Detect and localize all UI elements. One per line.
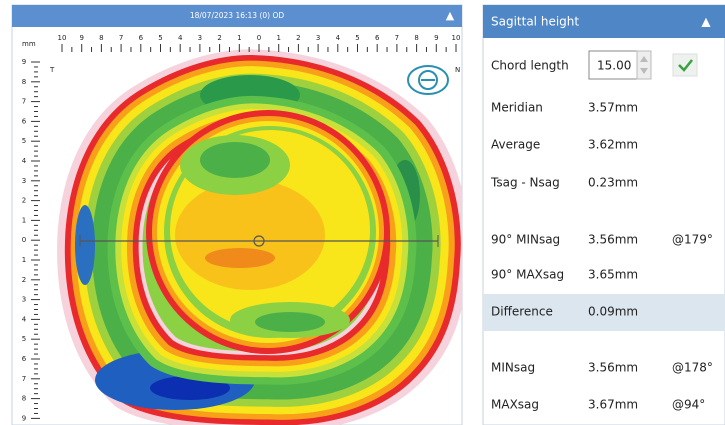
ruler-label: 4 [22,315,27,323]
row-label: Meridian [491,101,543,115]
ruler-label: 2 [296,34,300,42]
ruler-label: 5 [22,335,26,343]
ruler-label: 10 [58,34,67,42]
ruler-label: 2 [22,276,26,284]
row-value: 3.56mm [588,361,638,375]
ruler-label: 3 [22,177,26,185]
ruler-label: 7 [22,375,26,383]
ruler-label: 1 [237,34,241,42]
row-label: Average [491,138,540,152]
chord-value: 15.00 [597,59,631,73]
row-value: 3.56mm [588,233,638,247]
ruler-unit: mm [22,40,36,48]
ruler-label: 3 [22,296,26,304]
row-value: 3.57mm [588,101,638,115]
ruler-label: 3 [316,34,320,42]
ruler-label: 6 [22,117,27,125]
ruler-label: 8 [414,34,418,42]
ruler-label: 2 [22,197,26,205]
nasal-label: N [455,66,460,74]
ruler-label: 9 [22,58,26,66]
collapse-button[interactable]: ▲ [701,15,711,29]
ruler-label: 0 [257,34,261,42]
chord-spinner[interactable] [636,50,652,80]
ruler-label: 2 [217,34,221,42]
ruler-label: 4 [336,34,341,42]
ruler-label: 1 [22,216,26,224]
ruler-label: 7 [119,34,123,42]
row-label: Tsag - Nsag [490,176,560,190]
ruler-label: 1 [22,256,26,264]
row-axis: @178° [672,361,713,375]
row-label: MAXsag [491,398,539,412]
highlight-row [483,294,725,331]
row-value: 3.65mm [588,268,638,282]
ruler-label: 5 [158,34,162,42]
ruler-label: 4 [178,34,183,42]
ruler-label: 7 [22,98,26,106]
row-value: 3.67mm [588,398,638,412]
map-header [12,5,462,27]
ruler-label: 9 [22,414,26,422]
ruler-label: 4 [22,157,27,165]
logo [407,65,449,95]
sag-header [483,5,725,38]
row-label: MINsag [491,361,535,375]
ruler-label: 5 [22,137,26,145]
ruler-label: 0 [22,236,26,244]
row-axis: @179° [672,233,713,247]
ruler-label: 10 [452,34,461,42]
ruler-label: 9 [434,34,438,42]
ruler-label: 8 [99,34,103,42]
row-value: 3.62mm [588,138,638,152]
row-label: 90° MINsag [491,233,560,247]
ruler-label: 3 [198,34,202,42]
row-axis: @94° [672,398,705,412]
apply-button[interactable] [672,53,698,77]
row-value: 0.09mm [588,305,638,319]
ruler-label: 8 [22,78,26,86]
chord-label: Chord length [491,59,569,73]
ruler-label: 9 [79,34,83,42]
topography-map [57,49,462,425]
sag-title: Sagittal height [491,15,579,29]
ruler-label: 1 [276,34,280,42]
ruler-label: 7 [395,34,399,42]
row-value: 0.23mm [588,176,638,190]
map-header-text: 18/07/2023 16:13 (0) OD [190,11,285,20]
temporal-label: T [49,66,55,74]
ruler-label: 5 [355,34,359,42]
ruler-label: 6 [375,34,380,42]
ruler-label: 6 [22,355,27,363]
ruler-label: 6 [139,34,144,42]
row-label: 90° MAXsag [491,268,564,282]
ruler-label: 8 [22,395,26,403]
collapse-button[interactable]: ▲ [446,9,455,22]
row-label: Difference [491,305,553,319]
